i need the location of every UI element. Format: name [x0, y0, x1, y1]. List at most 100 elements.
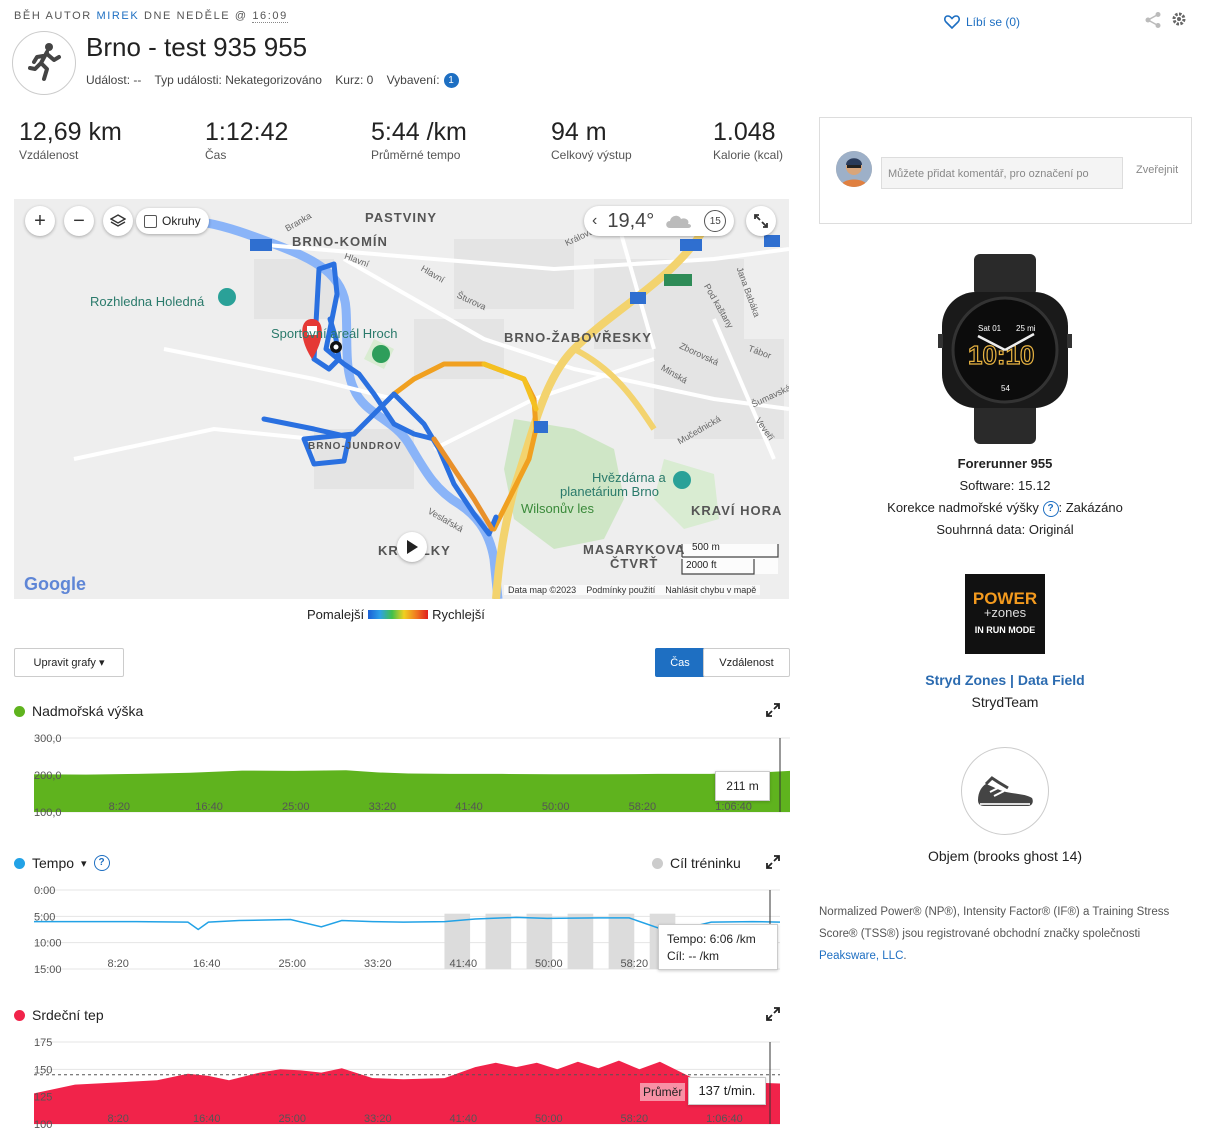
device-altitude-correction: Korekce nadmořské výšky ?: Zakázáno	[887, 500, 1123, 517]
x-tick-label: 50:00	[535, 958, 563, 970]
x-tick-label: 16:40	[193, 1113, 221, 1125]
x-tick-label: 58:20	[629, 801, 657, 813]
activity-title[interactable]: Brno - test 935 955	[86, 32, 308, 62]
gear-name[interactable]: Objem (brooks ghost 14)	[927, 848, 1083, 864]
google-logo: Google	[24, 574, 86, 594]
pace-tooltip: Tempo: 6:06 /km Cíl: -- /km	[658, 924, 778, 970]
x-tick-label: 58:20	[621, 1113, 649, 1125]
poi-holedna[interactable]: Rozhledna Holedná	[90, 294, 205, 309]
share-icon[interactable]	[1144, 11, 1162, 34]
play-button[interactable]	[397, 532, 427, 562]
heart-rate-chart[interactable]: 175 150 125 100 8:20 16:40 25:00 33:20 41:40 50:0…	[14, 1032, 780, 1130]
heart-rate-tooltip: 137 t/min.	[688, 1077, 766, 1105]
zoom-in-button[interactable]: +	[25, 206, 55, 236]
x-tick-label: 41:40	[450, 958, 478, 970]
y-tick-label: 150	[34, 1064, 52, 1076]
x-tick-label: 25:00	[279, 958, 307, 970]
fullscreen-button[interactable]	[746, 206, 776, 236]
peaksware-link[interactable]: Peaksware, LLC	[819, 950, 904, 962]
activity-time: 16:09	[252, 10, 288, 23]
y-tick-label: 15:00	[34, 964, 62, 975]
elevation-chart[interactable]: 300,0 200,0 100,0 8:20 16:40 25:00 33:20 41:40 5…	[14, 728, 790, 818]
x-tick-label: 25:00	[279, 1113, 307, 1125]
poi-hvezdarna-2[interactable]: planetárium Brno	[560, 484, 659, 499]
gear-count-badge[interactable]: 1	[443, 73, 459, 89]
series-area	[34, 770, 790, 812]
expand-icon[interactable]	[766, 1007, 780, 1024]
x-tick-label: 16:40	[193, 958, 221, 970]
scale-metric: 500 m	[692, 542, 720, 553]
poi-sport[interactable]: Sportovní areál Hroch	[271, 326, 398, 341]
expand-icon[interactable]	[766, 855, 780, 872]
heart-rate-chart-title: Srdeční tep	[14, 1007, 104, 1023]
tab-distance[interactable]: Vzdálenost	[703, 648, 790, 677]
elevation-tooltip: 211 m	[715, 771, 770, 801]
svg-text:25 mi: 25 mi	[1016, 324, 1036, 333]
device-software: Software: 15.12	[959, 478, 1051, 493]
x-tick-label: 41:40	[450, 1113, 478, 1125]
cloud-icon	[666, 215, 692, 228]
weather-widget[interactable]: ‹ 19,4° 15	[584, 206, 735, 236]
edit-charts-button[interactable]: Upravit grafy ▾	[14, 648, 124, 677]
expand-icon[interactable]	[766, 703, 780, 720]
trademark-note: Normalized Power® (NP®), Intensity Facto…	[819, 906, 1170, 962]
speed-legend: Pomalejší Rychlejší	[307, 607, 485, 622]
stryd-app-link[interactable]: Stryd Zones | Data Field	[925, 672, 1085, 688]
x-tick-label: 50:00	[535, 1113, 563, 1125]
stat-calories: 1.048 Kalorie (kcal)	[713, 118, 784, 162]
x-tick-label: 8:20	[108, 1113, 129, 1125]
author-link[interactable]: MIREK	[96, 10, 140, 22]
x-tick-label: 50:00	[542, 801, 570, 813]
y-tick-label: 0:00	[34, 885, 55, 897]
training-target-legend[interactable]: Cíl tréninku	[652, 855, 741, 871]
map-label-masarykova: MASARYKOVA	[583, 542, 686, 557]
running-icon[interactable]	[12, 31, 76, 95]
help-icon[interactable]: ?	[1042, 500, 1059, 517]
watch-image: Sat 01 25 mi 10:10 54	[938, 254, 1072, 449]
target-block	[567, 913, 594, 969]
y-tick-label: 300,0	[34, 733, 62, 745]
route-map[interactable]: PASTVINY BRNO-KOMÍN BRNO-ŽABOVŘESKY BRNO…	[14, 199, 789, 599]
device-name: Forerunner 955	[957, 456, 1053, 471]
map-label-jundrov: BRNO-JUNDROV	[308, 441, 402, 452]
expand-icon	[754, 214, 768, 228]
poi-hvezdarna-1[interactable]: Hvězdárna a	[592, 470, 666, 485]
x-tick-label: 1:06:40	[706, 1113, 743, 1125]
laps-checkbox[interactable]	[144, 214, 157, 228]
layers-button[interactable]	[103, 206, 133, 236]
help-icon[interactable]: ?	[93, 855, 110, 871]
y-tick-label: 175	[34, 1037, 52, 1049]
publish-button[interactable]: Zveřejnit	[1136, 164, 1179, 176]
play-icon	[407, 540, 418, 554]
chevron-left-icon[interactable]: ‹	[592, 212, 598, 229]
heart-legend-dot	[14, 1009, 25, 1021]
course-label[interactable]: Kurz: 0	[335, 73, 374, 87]
event-type-label[interactable]: Typ události: Nekategorizováno	[154, 73, 322, 87]
like-button[interactable]: Líbí se (0)	[944, 14, 1020, 29]
event-label[interactable]: Událost: --	[86, 73, 142, 87]
x-tick-label: 58:20	[621, 958, 649, 970]
stryd-app-logo[interactable]: POWER +zones IN RUN MODE	[965, 574, 1045, 654]
y-tick-label: 125	[34, 1092, 52, 1104]
shoe-icon[interactable]	[961, 747, 1049, 835]
gear-icon[interactable]	[1171, 11, 1187, 32]
zoom-out-button[interactable]: −	[64, 206, 94, 236]
map-label-kralovo-pole: KR LKY	[378, 543, 451, 558]
poi-wilson[interactable]: Wilsonův les	[521, 501, 594, 516]
laps-toggle[interactable]: Okruhy	[136, 208, 209, 234]
report-link[interactable]: Nahlásit chybu v mapě	[665, 585, 757, 595]
x-tick-label: 1:06:40	[715, 801, 752, 813]
pace-dropdown-icon[interactable]: ▾	[81, 857, 87, 870]
comment-input[interactable]: Můžete přidat komentář, pro označení po	[881, 157, 1123, 189]
stat-time: 1:12:42 Čas	[205, 118, 289, 162]
stat-ascent: 94 m Celkový výstup	[551, 118, 632, 162]
pace-chart[interactable]: 0:00 5:00 10:00 15:00 8:20 16:40 25:00 33:20 41:…	[14, 880, 780, 975]
y-tick-label: 5:00	[34, 911, 55, 923]
speed-gradient	[368, 610, 429, 619]
tab-time[interactable]: Čas	[655, 648, 705, 677]
target-legend-dot	[652, 857, 663, 869]
terms-link[interactable]: Podmínky použití	[586, 585, 656, 595]
target-block	[608, 913, 635, 969]
stat-pace: 5:44 /km Průměrné tempo	[371, 118, 467, 162]
y-tick-label: 10:00	[34, 938, 62, 950]
